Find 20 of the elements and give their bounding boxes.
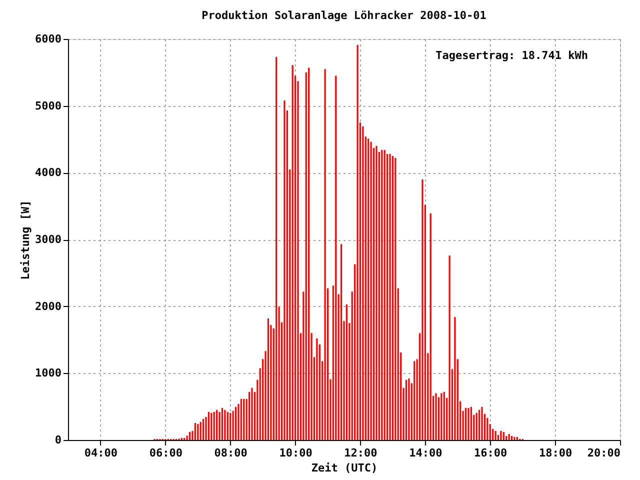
- x-tick-label: 10:00: [279, 446, 312, 460]
- y-axis-title: Leistung [W]: [19, 200, 32, 280]
- y-tick-label: 0: [54, 434, 62, 446]
- y-tick-label: 1000: [35, 366, 62, 380]
- annotation: Tagesertrag: 18.741 kWh: [436, 49, 588, 62]
- x-tick-label: 04:00: [84, 446, 118, 460]
- x-tick-label: 18:00: [538, 446, 572, 460]
- x-tick-label: 08:00: [214, 446, 248, 460]
- y-tick-label: 6000: [35, 32, 62, 46]
- x-tick-label: 14:00: [409, 446, 442, 460]
- x-axis-title: Zeit (UTC): [311, 462, 378, 474]
- y-tick-label: 4000: [35, 166, 62, 180]
- y-tick-label: 3000: [35, 233, 62, 246]
- x-tick-label: 20:00: [587, 446, 620, 460]
- y-tick-label: 5000: [35, 99, 62, 112]
- chart-title: Produktion Solaranlage Löhracker 2008-10-01: [202, 9, 487, 22]
- x-tick-label: 06:00: [149, 446, 182, 460]
- x-tick-label: 12:00: [344, 446, 378, 460]
- x-tick-label: 16:00: [474, 446, 508, 460]
- y-tick-label: 2000: [35, 300, 62, 313]
